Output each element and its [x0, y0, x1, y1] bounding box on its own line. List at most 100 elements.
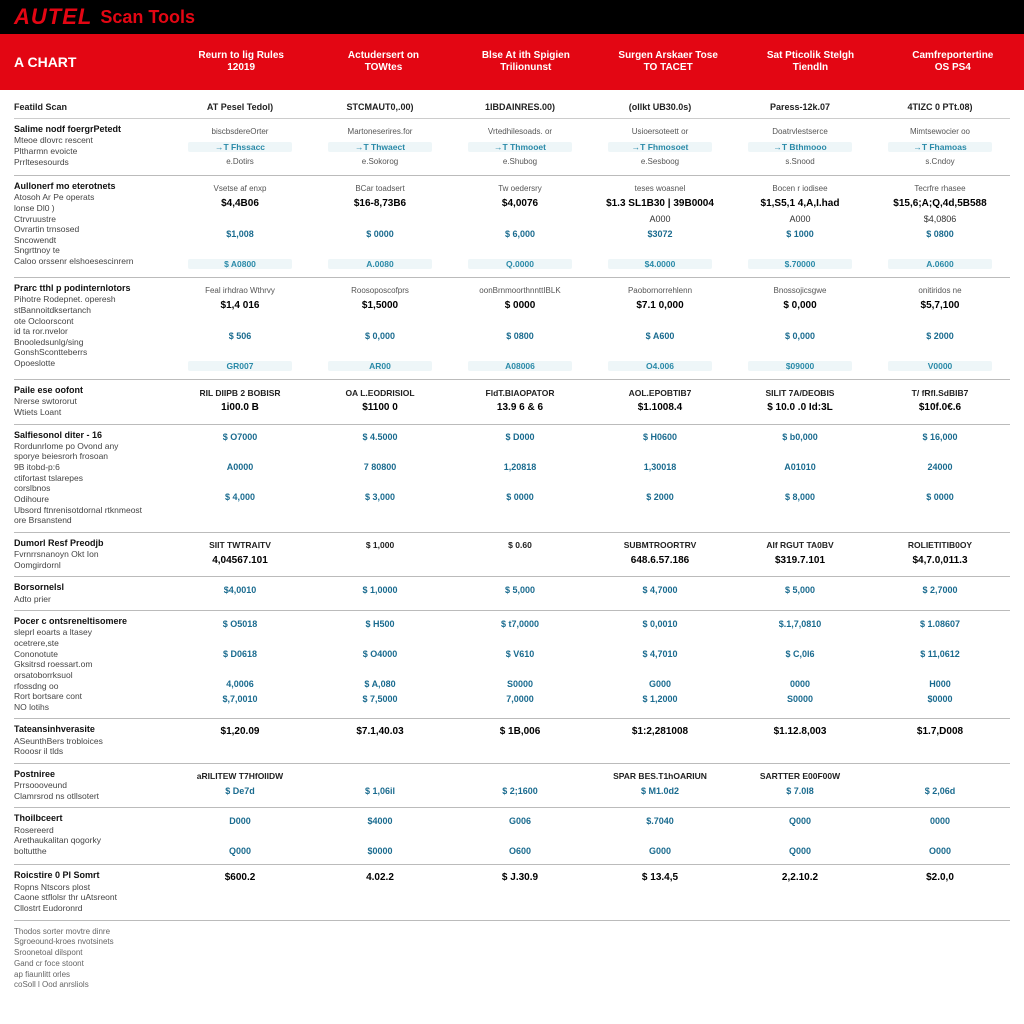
side-label: Postniree	[14, 769, 170, 780]
side-label: Thoilbceert	[14, 813, 170, 824]
chart-label: A CHART	[0, 54, 170, 70]
subhead-cell: 1IBDAINRES.00)	[450, 102, 590, 112]
table-cell: O600	[450, 846, 590, 856]
table-cell: $ 2;1600	[450, 786, 590, 796]
table-row: $ De7d$ 1,06il$ 2;1600$ M1.0d2$ 7.0l8$ 2…	[170, 784, 1010, 799]
side-label: Dumorl Resf Preodjb	[14, 538, 170, 549]
table-cell: Bocen r iodisee	[730, 184, 870, 193]
table-row: $600.24.02.2$ J.30.9$ 13.4,52,2.10.2$2.0…	[170, 870, 1010, 885]
comparison-table: Featild Scan AT Pesel Tedol)STCMAUT0,.00…	[0, 90, 1024, 921]
brand-logo: AUTEL	[14, 4, 92, 30]
table-cell: Vrtedhilesoads. or	[450, 127, 590, 136]
table-cell: $ De7d	[170, 786, 310, 796]
table-cell: O000	[870, 846, 1010, 856]
table-cell: Mimtsewocier oo	[870, 127, 1010, 136]
table-cell: $1.7,D008	[870, 726, 1010, 737]
table-cell: $1100 0	[310, 402, 450, 413]
table-cell: D000	[170, 816, 310, 826]
side-label: Prrsoooveund	[14, 780, 170, 791]
table-cell: $ 1,0000	[310, 585, 450, 595]
table-cell: Bnossojicsgwe	[730, 286, 870, 295]
table-cell: $1,S5,1 4,A,I.had	[730, 198, 870, 209]
table-cell: $ 7.0l8	[730, 786, 870, 796]
table-cell: FldT.BIAOPATOR	[450, 388, 590, 398]
table-section: BorsornelslAdto prier$4,0010$ 1,0000$ 5,…	[14, 577, 1010, 611]
table-cell: →T Fhssacc	[188, 142, 292, 152]
table-cell: $1.3 SL1B30 | 39B0004	[590, 198, 730, 209]
side-label: sleprl eoarts a ltasey	[14, 627, 170, 638]
table-cell: Martoneserires.for	[310, 127, 450, 136]
table-cell: G000	[590, 679, 730, 689]
section-rows: D000$4000G006$.7040Q0000000Q000$0000O600…	[170, 813, 1010, 858]
table-cell: $319.7.101	[730, 555, 870, 566]
side-label: lonse Dl0 )	[14, 203, 170, 214]
side-label: ASeunthBers trobloices	[14, 736, 170, 747]
table-cell: $600.2	[170, 872, 310, 883]
table-row: $1,4 016$1,5000$ 0000$7.1 0,000$ 0,000$5…	[170, 298, 1010, 313]
side-label: Roicstire 0 Pl Somrt	[14, 870, 170, 881]
table-cell: 13.9 6 & 6	[450, 402, 590, 413]
table-cell: s.Snood	[730, 157, 870, 166]
table-cell: $3072	[590, 229, 730, 239]
table-row: D000$4000G006$.7040Q0000000	[170, 813, 1010, 828]
side-label: ore Brsanstend	[14, 515, 170, 526]
table-cell: $ 3,000	[310, 492, 450, 502]
table-cell: $ 5,000	[450, 585, 590, 595]
side-label: Borsornelsl	[14, 582, 170, 593]
table-cell: $ 1,2000	[590, 694, 730, 704]
table-row: $ O7000$ 4.5000$ D000$ H0600$ b0,000$ 16…	[170, 430, 1010, 445]
table-cell: $ 4,7000	[590, 585, 730, 595]
table-cell: →T Fhamoas	[888, 142, 992, 152]
table-cell: $ 6,000	[450, 229, 590, 239]
side-label: ctifortast tslarepes	[14, 473, 170, 484]
table-row: Feal irhdrao WthrvyRoosoposcofprsoonBrnm…	[170, 283, 1010, 298]
table-cell: $.70000	[748, 259, 852, 269]
table-section: Salime nodf foergrPetedtMteoe dlovrc res…	[14, 119, 1010, 176]
table-cell: Q000	[730, 846, 870, 856]
header-col: Sat Pticolik StelghTiendln	[739, 46, 881, 78]
section-rows: SIIT TWTRAITV$ 1,000$ 0.60SUBMTROORTRVAI…	[170, 538, 1010, 571]
side-label: stBannoitdksertanch	[14, 305, 170, 316]
section-side-labels: Pocer c ontsreneltisomeresleprl eoarts a…	[14, 616, 170, 712]
table-row: aRILITEW T7HfOIIDWSPAR BES.T1hOARIUNSART…	[170, 769, 1010, 784]
table-cell: $ 0800	[450, 331, 590, 341]
table-cell: $ 0000	[450, 300, 590, 311]
table-cell: $ O7000	[170, 432, 310, 442]
side-label: Oomgirdornl	[14, 560, 170, 571]
table-row: $ D0618$ O4000$ V610$ 4,7010$ C,0l6$ 11,…	[170, 646, 1010, 661]
table-cell: 0000	[730, 679, 870, 689]
side-label: Prrltesesourds	[14, 157, 170, 168]
table-section: PostnireePrrsoooveundClamrsrod ns otllso…	[14, 764, 1010, 809]
section-side-labels: ThoilbceertRosereerdArethaukalitan qogor…	[14, 813, 170, 858]
section-rows: $ O7000$ 4.5000$ D000$ H0600$ b0,000$ 16…	[170, 430, 1010, 526]
table-cell: $ 1,06il	[310, 786, 450, 796]
table-row: $1,20.09$7.1,40.03$ 1B,006$1:2,281008$1.…	[170, 724, 1010, 739]
table-cell: $ J.30.9	[450, 872, 590, 883]
table-cell: $ 0,000	[310, 331, 450, 341]
table-cell: SIIT TWTRAITV	[170, 540, 310, 550]
table-row: $ A0800A.0080Q.0000$4.0000$.70000A.0600	[170, 256, 1010, 271]
side-label: 9B itobd-p:6	[14, 462, 170, 473]
side-label: Rosereerd	[14, 825, 170, 836]
side-label: Rort bortsare cont	[14, 691, 170, 702]
table-cell: $.1,7,0810	[730, 619, 870, 629]
side-label: Atosoh Ar Pe operats	[14, 192, 170, 203]
side-label: Paile ese oofont	[14, 385, 170, 396]
table-cell: $1,4 016	[170, 300, 310, 311]
side-label: Arethaukalitan qogorky	[14, 835, 170, 846]
table-cell: Vsetse af enxp	[170, 184, 310, 193]
table-row: GR007AR00A08006O4.006$09000V0000	[170, 358, 1010, 373]
table-cell: 7 80800	[310, 462, 450, 472]
subhead-cell: 4TIZC 0 PTt.08)	[870, 102, 1010, 112]
section-rows: RIL DIIPB 2 BOBISROA L.EODRISIOLFldT.BIA…	[170, 385, 1010, 418]
side-label: Clamrsrod ns otllsotert	[14, 791, 170, 802]
table-cell: A.0080	[328, 259, 432, 269]
table-row: A00007 808001,208181,30018A0101024000	[170, 460, 1010, 475]
table-row: biscbsdereOrterMartoneserires.forVrtedhi…	[170, 124, 1010, 139]
table-row: $4,0010$ 1,0000$ 5,000$ 4,7000$ 5,000$ 2…	[170, 582, 1010, 597]
header-col: CamfreportertineOS PS4	[882, 46, 1024, 78]
table-cell: $ D000	[450, 432, 590, 442]
subhead-row: Featild Scan AT Pesel Tedol)STCMAUT0,.00…	[14, 96, 1010, 119]
table-cell: $4000	[310, 816, 450, 826]
table-cell: $1:2,281008	[590, 726, 730, 737]
